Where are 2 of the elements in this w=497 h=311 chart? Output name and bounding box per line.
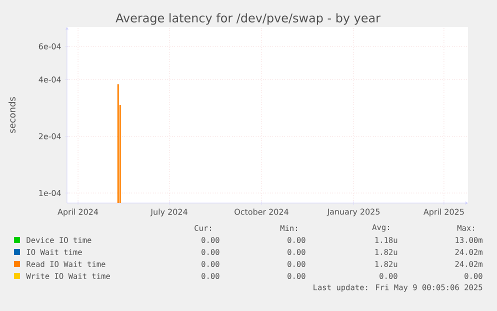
y-axis-title: seconds	[8, 97, 16, 133]
chart-title: Average latency for /dev/pve/swap - by year	[116, 13, 381, 25]
